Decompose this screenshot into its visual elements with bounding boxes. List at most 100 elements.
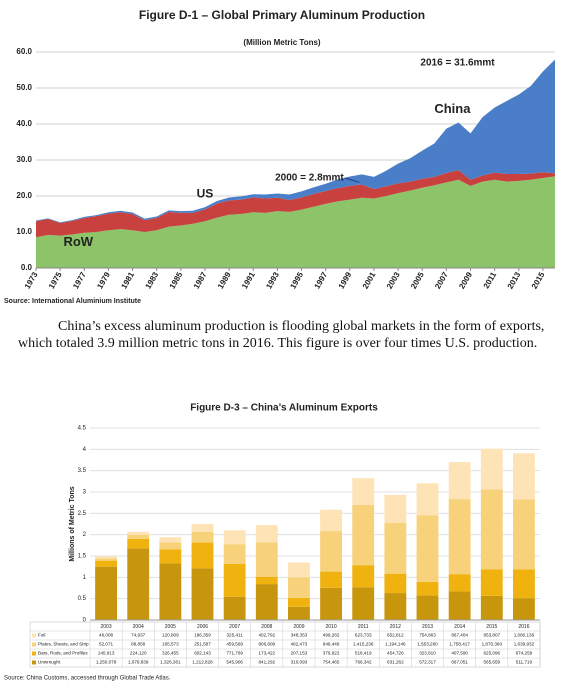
data-label: 325,411 <box>227 633 244 638</box>
bar-segment <box>384 573 407 594</box>
y-tick-label: 3.5 <box>78 468 87 474</box>
data-label: 625,096 <box>483 651 500 656</box>
data-label: 326,455 <box>162 651 179 656</box>
data-label: 120,809 <box>162 633 179 638</box>
data-label: 771,769 <box>226 651 243 656</box>
x-tick-label: 2001 <box>361 270 378 290</box>
bar-segment <box>320 571 342 588</box>
data-label: 140,913 <box>98 651 115 656</box>
bar-segment <box>288 597 310 607</box>
bar-segment <box>448 462 471 500</box>
source: Source: International Aluminium Institut… <box>4 298 141 305</box>
bar-segment <box>288 606 310 620</box>
bar-segment <box>384 494 407 523</box>
data-label: 602,143 <box>194 651 211 656</box>
data-label: 186,359 <box>194 633 211 638</box>
data-label: 224,120 <box>130 651 147 656</box>
x-tick-label: 1991 <box>240 270 257 290</box>
bar-segment <box>513 453 535 500</box>
data-label: 841,292 <box>258 660 275 665</box>
bar-segment <box>223 544 246 564</box>
data-label: 88,858 <box>131 642 145 647</box>
x-tick-label: 2008 <box>261 624 272 630</box>
x-tick-label: 2012 <box>390 624 401 630</box>
bar-segment <box>320 531 342 572</box>
y-tick-label: 60.0 <box>16 47 32 56</box>
legend-label: Unwrought <box>38 660 61 665</box>
bar-segment <box>95 560 117 567</box>
bar-segment <box>191 523 214 532</box>
x-tick-label: 2005 <box>165 624 176 630</box>
y-tick-label: 10.0 <box>16 227 32 236</box>
x-tick-label: 1995 <box>288 270 305 290</box>
bar-segment <box>255 584 278 620</box>
data-label: 667,051 <box>451 660 468 665</box>
annotation-arrow <box>495 59 553 64</box>
y-tick-label: 20.0 <box>16 191 32 200</box>
data-label: 251,587 <box>194 642 211 647</box>
bar-segment <box>95 558 117 561</box>
bar-segment <box>159 549 182 564</box>
x-tick-label: 2015 <box>486 624 497 630</box>
x-tick-label: 1993 <box>264 270 281 290</box>
annotation: 2016 = 31.6mmt <box>420 57 495 68</box>
y-tick-label: 2 <box>83 532 87 538</box>
x-tick-label: 1973 <box>23 270 40 290</box>
x-tick-label: 2005 <box>409 270 426 290</box>
area <box>36 176 555 268</box>
x-tick-label: 2014 <box>454 624 465 630</box>
x-tick-label: 2007 <box>433 270 450 290</box>
bar-segment <box>159 542 182 550</box>
data-label: 754,465 <box>323 660 340 665</box>
x-tick-label: 1979 <box>95 270 112 290</box>
x-tick-label: 2013 <box>506 270 523 290</box>
source: Source: China Customs, accessed through … <box>4 676 171 682</box>
chart-subtitle: (Million Metric Tons) <box>243 38 321 47</box>
y-tick-label: 50.0 <box>16 83 32 92</box>
x-tick-label: 2016 <box>518 624 529 630</box>
data-label: 1,758,417 <box>449 642 470 647</box>
data-label: 806,809 <box>258 642 275 647</box>
x-tick-label: 1989 <box>216 270 233 290</box>
data-label: 407,590 <box>451 651 468 656</box>
x-tick-label: 1983 <box>144 270 161 290</box>
y-tick-label: 2.5 <box>78 511 87 517</box>
data-label: 623,733 <box>355 633 372 638</box>
bar-segment <box>159 563 182 620</box>
data-label: 74,937 <box>131 633 145 638</box>
bar-segment <box>255 525 278 543</box>
data-label: 165,573 <box>162 642 179 647</box>
bar-segment <box>127 538 150 549</box>
bar-segment <box>513 598 535 620</box>
bar-segment <box>513 499 535 570</box>
x-tick-label: 2003 <box>385 270 402 290</box>
x-tick-label: 1987 <box>192 270 209 290</box>
y-tick-label: 30.0 <box>16 155 32 164</box>
bar-segment <box>191 568 214 620</box>
x-tick-label: 2004 <box>133 624 144 630</box>
y-axis-title: Millions of Metric Tons <box>69 486 76 561</box>
x-tick-label: 2009 <box>293 624 304 630</box>
y-tick-label: 4 <box>83 447 87 453</box>
bar-segment <box>127 534 150 539</box>
data-label: 867,404 <box>451 633 468 638</box>
bar-segment <box>352 478 375 505</box>
data-label: 1,870,360 <box>482 642 503 647</box>
data-label: 454,726 <box>387 651 404 656</box>
data-label: 379,922 <box>323 651 340 656</box>
bar-segment <box>320 509 342 532</box>
bar-segment <box>384 593 407 620</box>
bar-segment <box>480 595 503 620</box>
bar-segment <box>223 530 246 545</box>
y-tick-label: 0 <box>83 618 87 624</box>
bar-segment <box>416 483 439 516</box>
data-label: 1,212,828 <box>192 660 213 665</box>
bar-segment <box>480 489 503 570</box>
data-label: 949,448 <box>323 642 340 647</box>
area <box>36 170 555 238</box>
data-label: 348,353 <box>291 633 308 638</box>
data-label: 1,679,839 <box>128 660 149 665</box>
legend-swatch <box>32 633 36 638</box>
